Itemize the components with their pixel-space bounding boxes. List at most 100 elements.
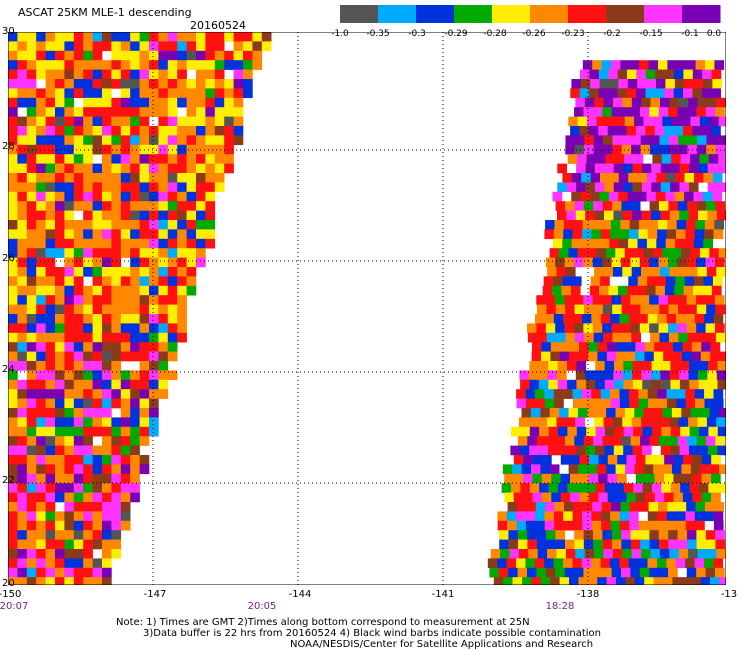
data-cell — [719, 464, 726, 475]
data-cell — [186, 248, 197, 258]
data-cell — [64, 379, 75, 390]
data-cell — [574, 530, 584, 540]
data-cell — [558, 426, 568, 437]
data-cell — [607, 126, 618, 136]
data-cell — [658, 295, 669, 305]
data-cell — [705, 257, 716, 268]
data-cell — [120, 41, 131, 52]
data-cell — [555, 530, 566, 540]
data-cell — [563, 520, 574, 531]
data-cell — [111, 502, 122, 512]
data-cell — [111, 163, 122, 174]
data-cell — [582, 60, 593, 70]
data-cell — [139, 370, 150, 381]
data-cell — [111, 295, 122, 305]
data-cell — [597, 351, 608, 362]
data-cell — [177, 267, 187, 277]
data-cell — [685, 398, 696, 409]
data-cell — [120, 182, 131, 193]
colorbar: -1.0 -0.35 -0.3 -0.29 -0.28 -0.26 -0.23 … — [331, 5, 730, 41]
data-cell — [17, 332, 28, 343]
data-cell — [73, 492, 84, 503]
data-cell — [83, 295, 93, 305]
data-cell — [73, 32, 84, 42]
data-cell — [621, 201, 632, 211]
data-cell — [139, 379, 150, 390]
data-cell — [665, 276, 676, 287]
data-cell — [707, 370, 718, 381]
data-cell — [36, 295, 46, 305]
data-cell — [694, 276, 704, 287]
data-cell — [614, 379, 624, 390]
data-cell — [167, 32, 178, 42]
data-cell — [647, 173, 657, 183]
data-cell — [694, 173, 704, 183]
data-cell — [559, 577, 570, 585]
data-cell — [45, 351, 56, 362]
data-cell — [45, 314, 56, 324]
data-cell — [73, 549, 84, 559]
data-cell — [149, 276, 159, 287]
data-cell — [92, 285, 103, 296]
data-cell — [158, 229, 169, 240]
data-cell — [64, 60, 75, 70]
data-cell — [205, 154, 216, 164]
data-cell — [707, 445, 718, 456]
data-cell — [196, 135, 206, 146]
data-cell — [643, 248, 654, 258]
data-cell — [102, 389, 112, 399]
data-cell — [55, 210, 65, 221]
data-cell — [638, 229, 649, 240]
data-cell — [668, 135, 679, 146]
data-cell — [611, 502, 621, 512]
data-cell — [702, 285, 713, 296]
data-cell — [158, 238, 169, 249]
data-cell — [646, 191, 657, 202]
data-cell — [669, 549, 679, 559]
data-cell — [26, 436, 37, 446]
data-cell — [167, 267, 178, 277]
data-cell — [688, 163, 699, 174]
data-cell — [8, 60, 18, 70]
data-cell — [658, 257, 669, 268]
data-cell — [507, 502, 518, 512]
data-cell — [537, 332, 547, 343]
data-cell — [617, 285, 628, 296]
data-cell — [8, 191, 18, 202]
data-cell — [92, 464, 103, 475]
data-cell — [64, 492, 75, 503]
data-cell — [679, 210, 689, 221]
data-cell — [149, 379, 159, 390]
data-cell — [657, 520, 668, 531]
data-cell — [64, 135, 75, 146]
data-cell — [64, 69, 75, 80]
data-cell — [36, 379, 46, 390]
data-cell — [83, 50, 93, 61]
data-cell — [139, 60, 150, 70]
data-cell — [686, 295, 697, 305]
data-cell — [120, 502, 131, 512]
data-cell — [555, 201, 566, 211]
data-cell — [224, 97, 234, 108]
data-cell — [8, 79, 18, 89]
data-cell — [130, 342, 140, 352]
data-cell — [639, 295, 650, 305]
data-cell — [149, 135, 159, 146]
data-cell — [73, 417, 84, 428]
data-cell — [546, 304, 557, 315]
data-cell — [36, 276, 46, 287]
data-cell — [594, 370, 605, 381]
data-cell — [64, 389, 75, 399]
data-cell — [558, 483, 568, 493]
data-cell — [139, 351, 150, 362]
data-cell — [594, 163, 605, 174]
data-cell — [17, 69, 28, 80]
data-cell — [665, 173, 676, 183]
data-cell — [26, 154, 37, 164]
data-cell — [638, 520, 649, 531]
data-cell — [574, 436, 584, 446]
data-cell — [523, 473, 533, 484]
data-cell — [177, 69, 187, 80]
data-cell — [691, 342, 702, 352]
data-cell — [570, 492, 580, 503]
